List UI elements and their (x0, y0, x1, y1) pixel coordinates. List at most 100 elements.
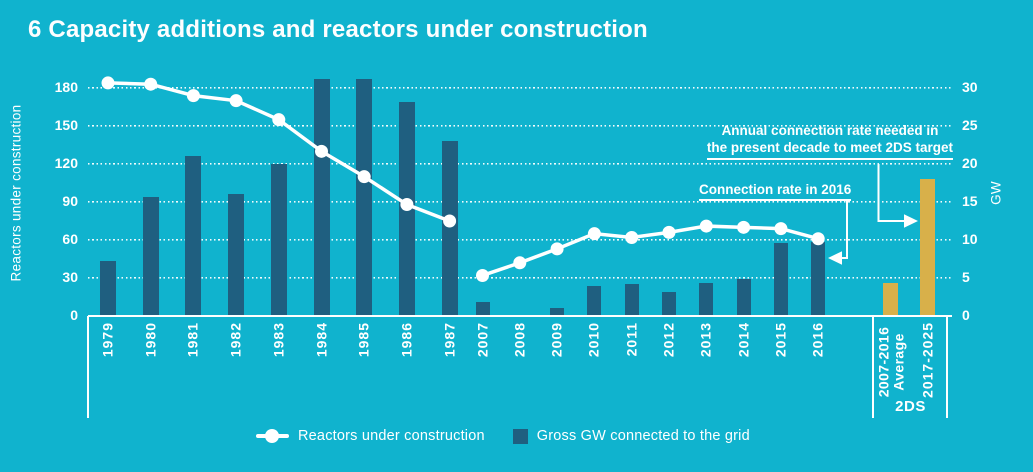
x-label-1982: 1982 (227, 322, 244, 358)
data-point-marker (229, 94, 243, 108)
data-point-marker (625, 230, 639, 244)
line-marker-icon (256, 429, 289, 443)
data-point-marker (186, 89, 200, 103)
bar-1985 (356, 78, 373, 316)
legend-item-reactors: Reactors under construction (256, 428, 485, 444)
bar-1981 (185, 155, 202, 316)
x-label-2007: 2007 (474, 322, 491, 358)
bar-1980 (142, 196, 159, 316)
data-point-marker (476, 268, 489, 282)
data-point-marker (357, 170, 371, 184)
plot-area (88, 70, 952, 317)
data-point-marker (272, 113, 286, 127)
gridline-180 (88, 87, 952, 89)
annotation-2ds-target-line2: the present decade to meet 2DS target (706, 139, 953, 160)
data-point-marker (400, 198, 414, 212)
x-label-2011: 2011 (623, 322, 640, 357)
x-label-1984: 1984 (313, 322, 330, 358)
bar-2007 (475, 301, 490, 316)
bar-1982 (228, 194, 245, 316)
annotation-2ds-target: Annual connection rate needed in the pre… (706, 122, 953, 160)
left-tick-90: 90 (62, 193, 78, 209)
bar-1979 (100, 261, 116, 316)
right-tick-15: 15 (962, 193, 978, 209)
bar-2016 (811, 242, 826, 316)
x-axis-line (88, 315, 952, 317)
left-tick-0: 0 (70, 307, 78, 323)
data-point-marker (550, 242, 564, 256)
right-tick-25: 25 (962, 117, 978, 133)
legend-item-gw: Gross GW connected to the grid (512, 428, 750, 444)
x-label-1983: 1983 (270, 322, 287, 358)
bar-2009 (550, 308, 565, 316)
gridline-120 (88, 163, 952, 165)
left-tick-120: 120 (54, 155, 78, 171)
right-tick-30: 30 (962, 79, 978, 95)
x-label-2008: 2008 (511, 322, 528, 358)
bar-2017-2025 (920, 179, 935, 316)
data-point-marker (443, 214, 457, 228)
bar-2007-2016-Average (883, 283, 898, 316)
data-point-marker (737, 220, 751, 234)
left-tick-180: 180 (54, 79, 78, 95)
x-label-1979: 1979 (99, 322, 116, 358)
gridline-150 (88, 125, 952, 127)
bar-1983 (270, 164, 287, 316)
annotation-2ds-target-line1: Annual connection rate needed in (721, 123, 939, 138)
x-label-1986: 1986 (398, 322, 415, 358)
page-title: 6 Capacity additions and reactors under … (28, 16, 648, 43)
gridline-60 (88, 239, 952, 241)
right-tick-10: 10 (962, 231, 978, 247)
2ds-scenario-label: 2DS (895, 398, 926, 415)
x-label-2016: 2016 (809, 322, 826, 358)
bar-2011 (624, 284, 639, 316)
left-tick-60: 60 (62, 231, 78, 247)
x-label-2013: 2013 (697, 322, 714, 358)
right-tick-5: 5 (962, 269, 970, 285)
gridline-90 (88, 201, 952, 203)
left-tick-150: 150 (54, 117, 78, 133)
2ds-bracket-right (946, 316, 948, 418)
data-point-marker (811, 232, 825, 246)
data-point-marker (144, 77, 158, 91)
x-label-1987: 1987 (441, 322, 458, 358)
legend: Reactors under construction Gross GW con… (256, 428, 750, 444)
bar-2014 (736, 278, 751, 316)
data-point-marker (699, 219, 713, 233)
line-segment-recent (481, 224, 819, 278)
x-label-1980: 1980 (142, 322, 159, 358)
x-label-2012: 2012 (660, 322, 677, 358)
data-point-marker (513, 256, 527, 270)
bar-1987 (441, 141, 458, 316)
right-tick-20: 20 (962, 155, 978, 171)
x-label-2009: 2009 (548, 322, 565, 358)
annotation-2016-rate: Connection rate in 2016 (699, 181, 852, 202)
bar-2010 (587, 286, 602, 316)
left-axis-title: Reactors under construction (8, 104, 24, 282)
x-label-2017-2025: 2017-2025 (919, 322, 936, 398)
x-label-2007-2016-Average: 2007-2016 Average (874, 326, 906, 398)
2ds-bracket-left (872, 316, 874, 418)
data-point-marker (662, 225, 676, 239)
data-point-marker (774, 222, 788, 236)
bar-marker-icon (512, 428, 528, 444)
axis-bracket-left (87, 316, 89, 418)
x-label-2015: 2015 (772, 322, 789, 358)
gridline-30 (88, 277, 952, 279)
left-tick-30: 30 (62, 269, 78, 285)
reactors-line-series (101, 76, 825, 282)
bar-2013 (699, 283, 714, 316)
x-label-1985: 1985 (355, 322, 372, 358)
x-label-2010: 2010 (586, 322, 603, 358)
x-label-1981: 1981 (185, 322, 202, 358)
right-tick-0: 0 (962, 307, 970, 323)
bar-2012 (662, 292, 676, 316)
data-point-marker (101, 76, 115, 90)
x-label-2014: 2014 (735, 322, 752, 358)
data-point-marker (587, 227, 601, 241)
line-segment-early (107, 81, 451, 223)
bar-1984 (313, 78, 330, 316)
bar-2015 (773, 243, 788, 316)
data-point-marker (315, 144, 328, 158)
